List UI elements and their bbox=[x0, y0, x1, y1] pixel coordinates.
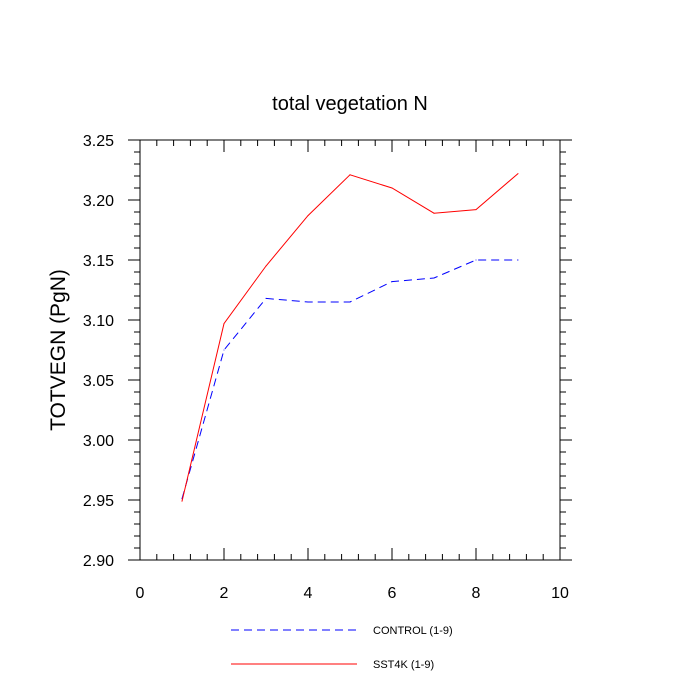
data-point-sst4k-1-9 bbox=[265, 265, 267, 267]
y-tick-label: 3.00 bbox=[83, 433, 114, 450]
data-point-control-1-9 bbox=[307, 301, 309, 303]
data-point-control-1-9 bbox=[475, 259, 477, 261]
y-tick-label: 3.20 bbox=[83, 193, 114, 210]
data-point-sst4k-1-9 bbox=[349, 174, 351, 176]
y-tick-label: 2.95 bbox=[83, 493, 114, 510]
data-point-sst4k-1-9 bbox=[181, 500, 183, 502]
data-point-sst4k-1-9 bbox=[433, 212, 435, 214]
series-lines bbox=[181, 173, 519, 502]
series-line-sst4k-1-9 bbox=[181, 173, 519, 502]
legend: CONTROL (1-9) SST4K (1-9) bbox=[231, 625, 453, 671]
data-point-sst4k-1-9 bbox=[307, 215, 309, 217]
data-point-sst4k-1-9 bbox=[223, 323, 225, 325]
data-point-sst4k-1-9 bbox=[475, 209, 477, 211]
legend-label-control-1-9: CONTROL (1-9) bbox=[373, 625, 453, 637]
x-tick-label: 2 bbox=[220, 585, 229, 602]
data-point-control-1-9 bbox=[517, 259, 519, 261]
legend-label-sst4k-1-9: SST4K (1-9) bbox=[373, 659, 434, 671]
x-tick-label: 0 bbox=[136, 585, 145, 602]
data-point-control-1-9 bbox=[391, 281, 393, 283]
data-point-sst4k-1-9 bbox=[391, 187, 393, 189]
data-point-control-1-9 bbox=[433, 277, 435, 279]
y-axis-label: TOTVEGN (PgN) bbox=[47, 269, 70, 431]
x-tick-label: 4 bbox=[304, 585, 313, 602]
axis-ticks bbox=[128, 139, 572, 561]
data-point-control-1-9 bbox=[349, 301, 351, 303]
chart-title: total vegetation N bbox=[272, 93, 428, 115]
tick-labels: 0 2 4 6 8 10 2.90 2.95 3.00 3.05 3.10 3.15 3.20 3.25 bbox=[83, 133, 569, 602]
series-line-control-1-9 bbox=[181, 259, 518, 499]
data-point-control-1-9 bbox=[265, 297, 267, 299]
y-tick-label: 3.15 bbox=[83, 253, 114, 270]
plot-frame bbox=[139, 139, 561, 561]
y-tick-label: 2.90 bbox=[83, 553, 114, 570]
data-point-control-1-9 bbox=[223, 349, 225, 351]
data-point-sst4k-1-9 bbox=[517, 173, 519, 175]
y-tick-label: 3.05 bbox=[83, 373, 114, 390]
x-tick-label: 10 bbox=[551, 585, 569, 602]
y-tick-label: 3.10 bbox=[83, 313, 114, 330]
x-tick-label: 6 bbox=[388, 585, 397, 602]
y-tick-label: 3.25 bbox=[83, 133, 114, 150]
x-tick-label: 8 bbox=[472, 585, 481, 602]
